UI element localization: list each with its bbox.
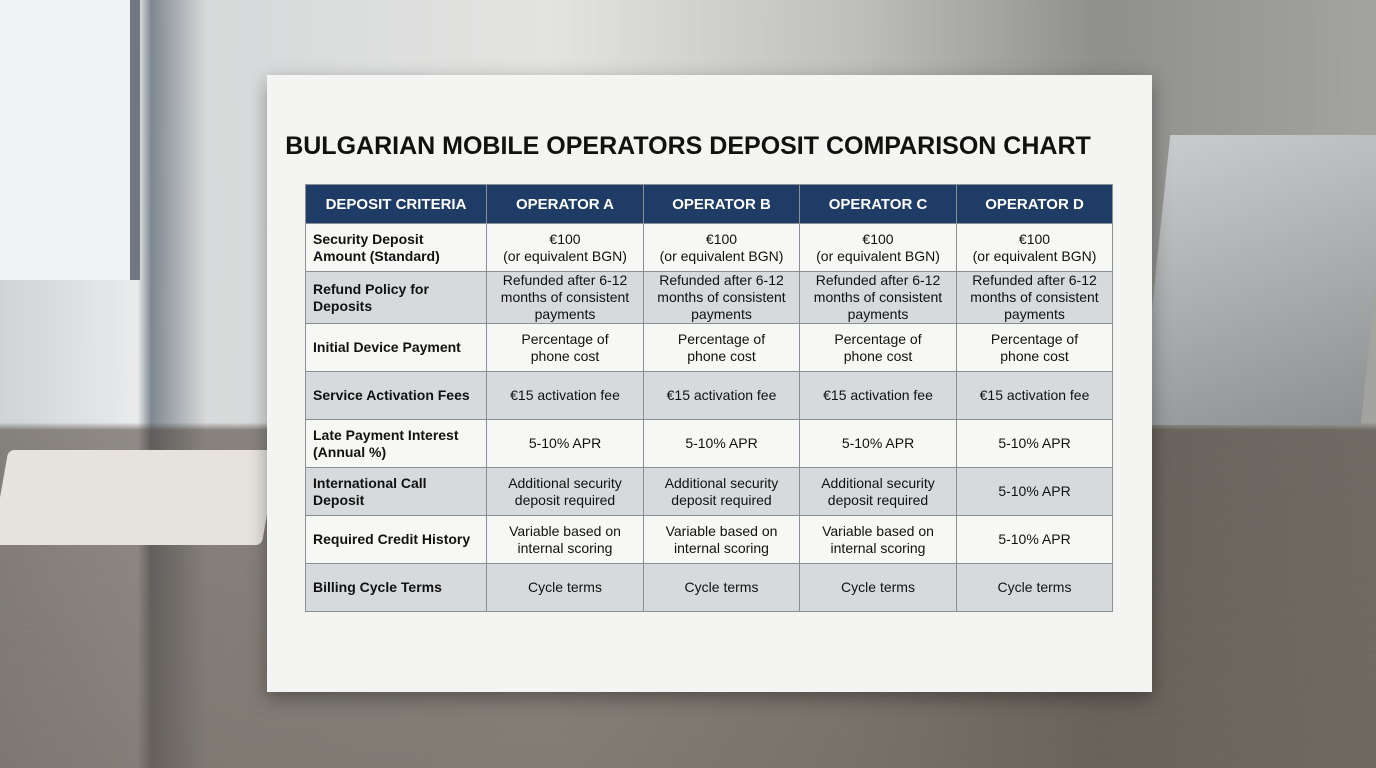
table-cell: Variable based on internal scoring — [643, 515, 800, 564]
table-row: Security Deposit Amount (Standard) €100 (… — [305, 223, 1113, 272]
table-cell: Cycle terms — [486, 563, 644, 612]
row-label: International Call Deposit — [305, 467, 487, 516]
table-cell: €100 (or equivalent BGN) — [956, 223, 1113, 272]
table-cell: €15 activation fee — [799, 371, 957, 420]
table-row: Refund Policy for Deposits Refunded after… — [305, 271, 1113, 324]
header-cell: OPERATOR D — [956, 184, 1113, 224]
table-row: Required Credit History Variable based on… — [305, 515, 1113, 564]
table-cell: Percentage of phone cost — [643, 323, 800, 372]
comparison-table: DEPOSIT CRITERIA OPERATOR A OPERATOR B OPER… — [305, 184, 1113, 612]
header-cell: OPERATOR C — [799, 184, 957, 224]
header-row: DEPOSIT CRITERIA OPERATOR A OPERATOR B OPER… — [305, 184, 1113, 224]
table-cell: Refunded after 6-12 months of consistent… — [486, 271, 644, 324]
table-cell: Variable based on internal scoring — [486, 515, 644, 564]
table-cell: 5-10% APR — [643, 419, 800, 468]
background-laptop — [1139, 135, 1376, 425]
table-cell: 5-10% APR — [956, 467, 1113, 516]
table-cell: Percentage of phone cost — [956, 323, 1113, 372]
table-cell: Additional security deposit required — [643, 467, 800, 516]
table-cell: Additional security deposit required — [486, 467, 644, 516]
table-cell: €15 activation fee — [956, 371, 1113, 420]
row-label: Late Payment Interest (Annual %) — [305, 419, 487, 468]
table-cell: Cycle terms — [643, 563, 800, 612]
table-cell: Cycle terms — [956, 563, 1113, 612]
table-cell: Cycle terms — [799, 563, 957, 612]
table-row: Late Payment Interest (Annual %) 5-10% AP… — [305, 419, 1113, 468]
table-cell: €100 (or equivalent BGN) — [486, 223, 644, 272]
table-row: Service Activation Fees €15 activation fe… — [305, 371, 1113, 420]
table-cell: Refunded after 6-12 months of consistent… — [799, 271, 957, 324]
row-label: Required Credit History — [305, 515, 487, 564]
table-body: Security Deposit Amount (Standard) €100 (… — [305, 223, 1113, 612]
table-cell: Additional security deposit required — [799, 467, 957, 516]
table-cell: Refunded after 6-12 months of consistent… — [643, 271, 800, 324]
row-label: Initial Device Payment — [305, 323, 487, 372]
header-cell: DEPOSIT CRITERIA — [305, 184, 487, 224]
table-cell: €100 (or equivalent BGN) — [799, 223, 957, 272]
header-cell: OPERATOR B — [643, 184, 800, 224]
background-notebook — [0, 450, 279, 545]
table-cell: Percentage of phone cost — [486, 323, 644, 372]
table-cell: €100 (or equivalent BGN) — [643, 223, 800, 272]
row-label: Security Deposit Amount (Standard) — [305, 223, 487, 272]
table-cell: €15 activation fee — [486, 371, 644, 420]
table-row: Initial Device Payment Percentage of phon… — [305, 323, 1113, 372]
row-label: Refund Policy for Deposits — [305, 271, 487, 324]
header-cell: OPERATOR A — [486, 184, 644, 224]
table-cell: 5-10% APR — [799, 419, 957, 468]
row-label: Service Activation Fees — [305, 371, 487, 420]
row-label: Billing Cycle Terms — [305, 563, 487, 612]
table-cell: 5-10% APR — [956, 515, 1113, 564]
title: BULGARIAN MOBILE OPERATORS DEPOSIT COMPA… — [285, 132, 1091, 160]
table-row: International Call Deposit Additional sec… — [305, 467, 1113, 516]
background-window — [0, 0, 140, 280]
table-cell: Variable based on internal scoring — [799, 515, 957, 564]
table-cell: €15 activation fee — [643, 371, 800, 420]
table-cell: 5-10% APR — [486, 419, 644, 468]
table-cell: 5-10% APR — [956, 419, 1113, 468]
table-cell: Refunded after 6-12 months of consistent… — [956, 271, 1113, 324]
table-cell: Percentage of phone cost — [799, 323, 957, 372]
table-row: Billing Cycle Terms Cycle terms Cycle term… — [305, 563, 1113, 612]
